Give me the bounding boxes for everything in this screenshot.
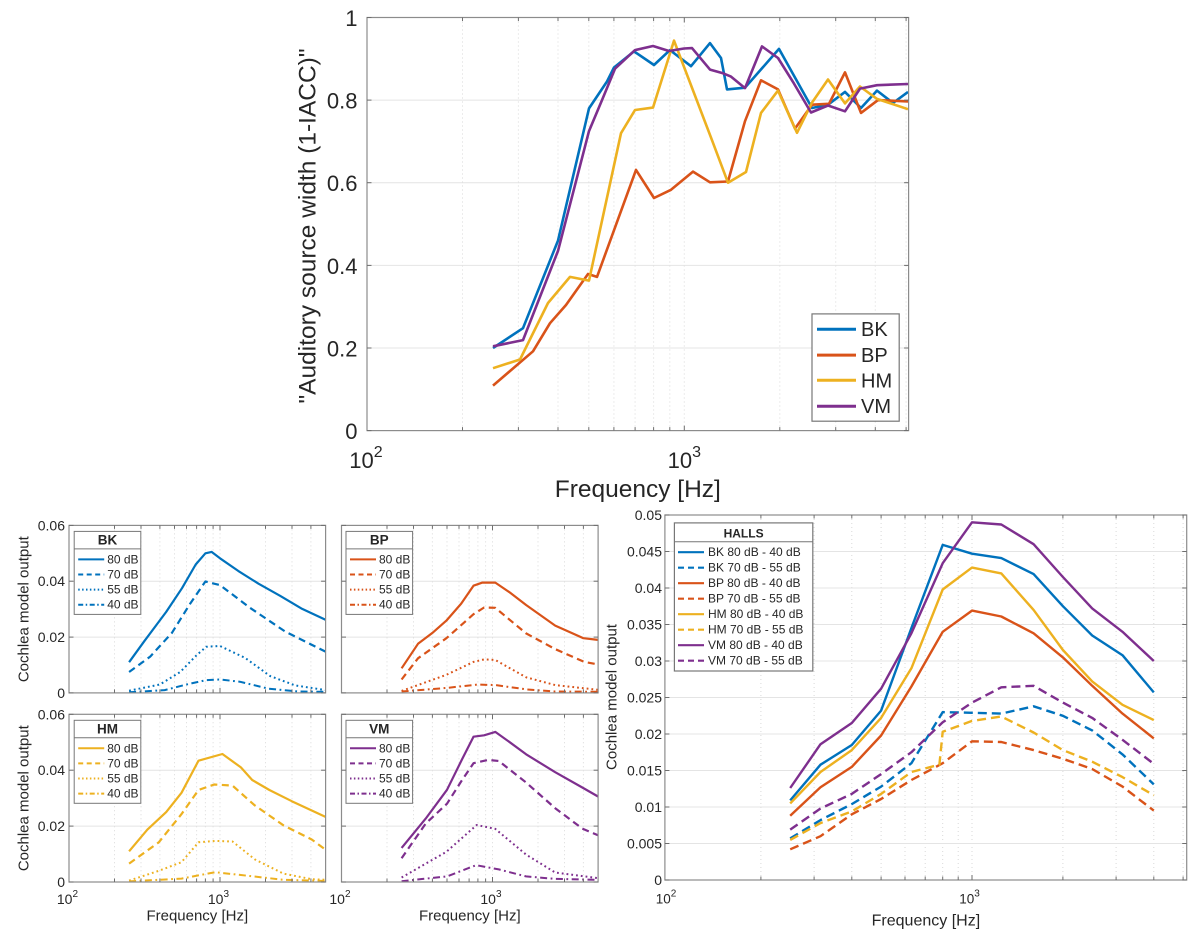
svg-text:0.06: 0.06	[38, 706, 65, 722]
svg-text:0.01: 0.01	[635, 799, 662, 815]
svg-text:0.025: 0.025	[627, 690, 662, 706]
svg-text:0.2: 0.2	[327, 337, 358, 362]
svg-text:Frequency [Hz]: Frequency [Hz]	[419, 908, 521, 925]
svg-text:55 dB: 55 dB	[107, 583, 138, 597]
svg-text:40 dB: 40 dB	[379, 598, 410, 612]
svg-text:80 dB: 80 dB	[379, 552, 410, 566]
svg-text:Frequency [Hz]: Frequency [Hz]	[555, 476, 721, 503]
svg-text:BP: BP	[370, 532, 389, 547]
svg-text:1: 1	[345, 6, 357, 31]
svg-text:Cochlea model output: Cochlea model output	[604, 623, 621, 770]
svg-text:Cochlea model output: Cochlea model output	[16, 535, 33, 682]
svg-text:80 dB: 80 dB	[379, 741, 410, 755]
svg-text:70 dB: 70 dB	[107, 568, 138, 582]
svg-text:0.4: 0.4	[327, 254, 358, 279]
svg-text:HM: HM	[97, 721, 118, 736]
svg-text:BP: BP	[861, 345, 888, 367]
svg-text:"Auditory source width (1-IACC: "Auditory source width (1-IACC)"	[295, 48, 322, 403]
svg-text:55 dB: 55 dB	[379, 583, 410, 597]
svg-text:0: 0	[345, 419, 357, 444]
svg-text:40 dB: 40 dB	[379, 787, 410, 801]
svg-text:40 dB: 40 dB	[107, 787, 138, 801]
svg-text:Cochlea model output: Cochlea model output	[16, 724, 33, 871]
svg-text:0.02: 0.02	[38, 818, 65, 834]
svg-text:HM 70 dB - 55 dB: HM 70 dB - 55 dB	[708, 623, 803, 637]
svg-text:80 dB: 80 dB	[107, 552, 138, 566]
svg-text:0.045: 0.045	[627, 544, 662, 560]
svg-text:80 dB: 80 dB	[107, 741, 138, 755]
svg-text:BP 80 dB - 40 dB: BP 80 dB - 40 dB	[708, 576, 801, 590]
svg-text:BK 70 dB - 55 dB: BK 70 dB - 55 dB	[708, 561, 801, 575]
svg-text:70 dB: 70 dB	[379, 756, 410, 770]
svg-text:0.8: 0.8	[327, 89, 358, 114]
svg-text:VM 70 dB - 55 dB: VM 70 dB - 55 dB	[708, 654, 803, 668]
svg-text:BP 70 dB - 55 dB: BP 70 dB - 55 dB	[708, 592, 801, 606]
svg-text:55 dB: 55 dB	[379, 772, 410, 786]
svg-text:VM: VM	[861, 396, 891, 418]
svg-text:BK 80 dB - 40 dB: BK 80 dB - 40 dB	[708, 545, 801, 559]
svg-text:40 dB: 40 dB	[107, 598, 138, 612]
svg-text:0.02: 0.02	[38, 629, 65, 645]
svg-text:0: 0	[57, 685, 65, 701]
svg-text:HALLS: HALLS	[724, 527, 764, 541]
svg-text:VM 80 dB - 40 dB: VM 80 dB - 40 dB	[708, 638, 803, 652]
svg-text:0.035: 0.035	[627, 617, 662, 633]
svg-text:0: 0	[654, 872, 662, 888]
svg-text:VM: VM	[369, 721, 389, 736]
svg-text:0.04: 0.04	[635, 580, 662, 596]
svg-text:0.04: 0.04	[38, 762, 65, 778]
svg-text:HM 80 dB - 40 dB: HM 80 dB - 40 dB	[708, 607, 803, 621]
svg-text:BK: BK	[98, 532, 118, 547]
svg-text:Frequency [Hz]: Frequency [Hz]	[872, 913, 980, 930]
svg-text:0.005: 0.005	[627, 836, 662, 852]
svg-text:0.6: 0.6	[327, 171, 358, 196]
svg-text:HM: HM	[861, 370, 892, 392]
svg-text:0.04: 0.04	[38, 573, 65, 589]
svg-text:0.05: 0.05	[635, 507, 662, 523]
svg-text:0.02: 0.02	[635, 726, 662, 742]
svg-text:Frequency [Hz]: Frequency [Hz]	[146, 908, 248, 925]
svg-text:55 dB: 55 dB	[107, 772, 138, 786]
svg-text:0.015: 0.015	[627, 763, 662, 779]
svg-text:BK: BK	[861, 319, 888, 341]
svg-text:70 dB: 70 dB	[107, 756, 138, 770]
svg-text:0.03: 0.03	[635, 653, 662, 669]
svg-text:0: 0	[57, 874, 65, 890]
svg-text:0.06: 0.06	[38, 517, 65, 533]
svg-text:70 dB: 70 dB	[379, 568, 410, 582]
